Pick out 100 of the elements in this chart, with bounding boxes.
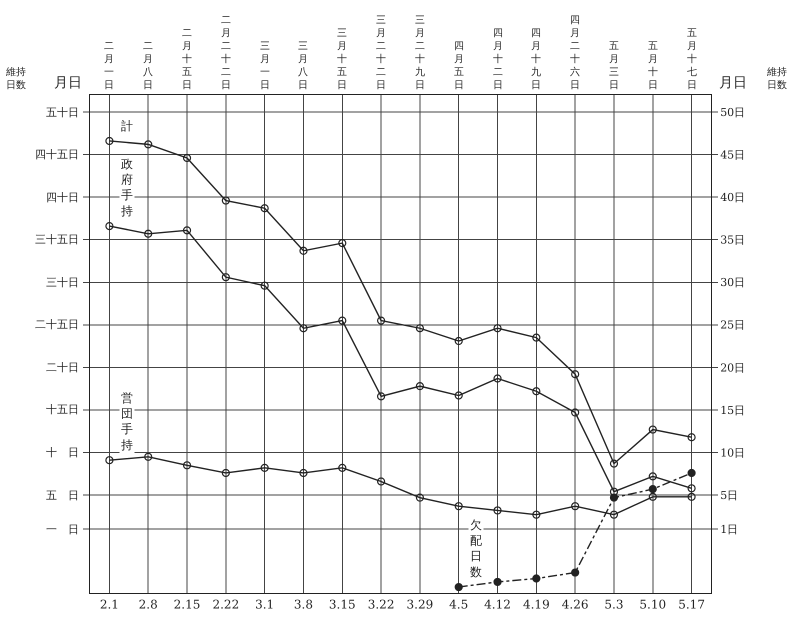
text: 五月十七日 [687,28,697,91]
point [493,374,502,383]
text: 十五日 [46,403,79,416]
point [454,502,463,510]
point [571,370,580,378]
text: 月日 [54,75,82,91]
text: 二月十五日 [182,28,192,91]
point [376,316,386,325]
point [105,456,114,464]
y-tick-label: 15日 [720,404,746,417]
text: 二月八日 [143,41,153,91]
point [571,408,580,417]
point [416,494,424,502]
point [532,510,540,519]
y-tick-label: 35日 [720,234,746,247]
point [299,246,308,255]
point [222,273,230,282]
y-tick-label: 20日 [720,361,746,374]
point [299,468,308,478]
series-label: 欠配日数 [470,518,482,579]
text: 三月二十二日 [376,15,386,91]
point [687,468,696,478]
point [338,464,346,472]
y-tick-label: 40日 [720,191,746,204]
text: 五十日 [46,106,79,119]
point [105,222,114,230]
point [454,336,463,346]
point [571,568,580,577]
text: 四月十九日 [531,28,541,91]
point [648,472,657,480]
point [493,578,502,586]
x-tick-label: 4.5 [449,597,468,612]
x-tick-label: 3.1 [255,597,274,612]
text: 三月一日 [260,41,270,91]
text: 三十日 [46,276,79,289]
point [376,477,386,486]
text: 十 日 [46,446,79,459]
point [493,324,502,332]
point [182,461,192,470]
point [648,485,657,494]
x-tick-label: 3.22 [368,597,394,612]
text: 三月八日 [298,41,308,91]
x-tick-label: 3.15 [328,597,356,612]
point [454,582,463,592]
text: 五月十日 [648,41,658,91]
point [648,425,657,434]
point [532,334,540,342]
point [338,239,346,248]
text: 四月五日 [454,41,464,91]
point [454,391,463,400]
point [687,484,696,492]
point [687,492,696,501]
point [260,282,269,290]
series-label: 営団手持 [121,391,133,452]
text: 四十五日 [35,148,79,161]
y-tick-label: 10日 [720,446,746,460]
point [222,468,230,478]
point [610,494,618,502]
x-tick-label: 5.17 [678,597,705,612]
y-axis-title: 維持日数 [766,66,787,91]
point [222,196,230,205]
point [260,464,269,472]
x-tick-label: 2.22 [212,597,240,612]
point [571,502,580,510]
point [144,230,152,238]
point [532,574,540,583]
text: 二十日 [46,361,79,374]
point [260,204,269,212]
text: 五 日 [46,489,79,502]
point [338,316,346,325]
y-tick-label: 25日 [720,318,746,332]
point [687,433,696,442]
point [144,140,152,148]
text: 三月二十九日 [415,15,425,91]
point [299,324,308,332]
text: 三月十五日 [337,28,347,91]
point [610,460,618,468]
text: 五月三日 [609,41,619,91]
text: 維持日数 [5,66,26,91]
x-tick-label: 3.29 [406,597,434,612]
series-label: 政府手持 [121,157,133,218]
x-tick-label: 4.12 [484,597,511,612]
text: 一 日 [46,523,79,536]
x-tick-label: 4.19 [522,597,550,612]
text: 四月二十六日 [570,15,580,91]
point [144,452,152,461]
x-tick-label: 2.1 [100,597,119,612]
point [493,506,502,515]
x-tick-label: 2.8 [138,597,158,612]
x-axis-title: 月日 [719,75,747,91]
x-tick-label: 4.26 [562,597,589,612]
text: 四月十二日 [493,28,503,91]
point [416,324,424,332]
y-tick-label: 5日 [720,488,738,502]
y-tick-label: 50日 [720,106,746,119]
x-tick-label: 2.15 [174,597,200,612]
y-tick-label: 1日 [720,523,738,536]
point [105,136,114,146]
point [182,226,192,234]
y-tick-label: 30日 [720,276,746,290]
